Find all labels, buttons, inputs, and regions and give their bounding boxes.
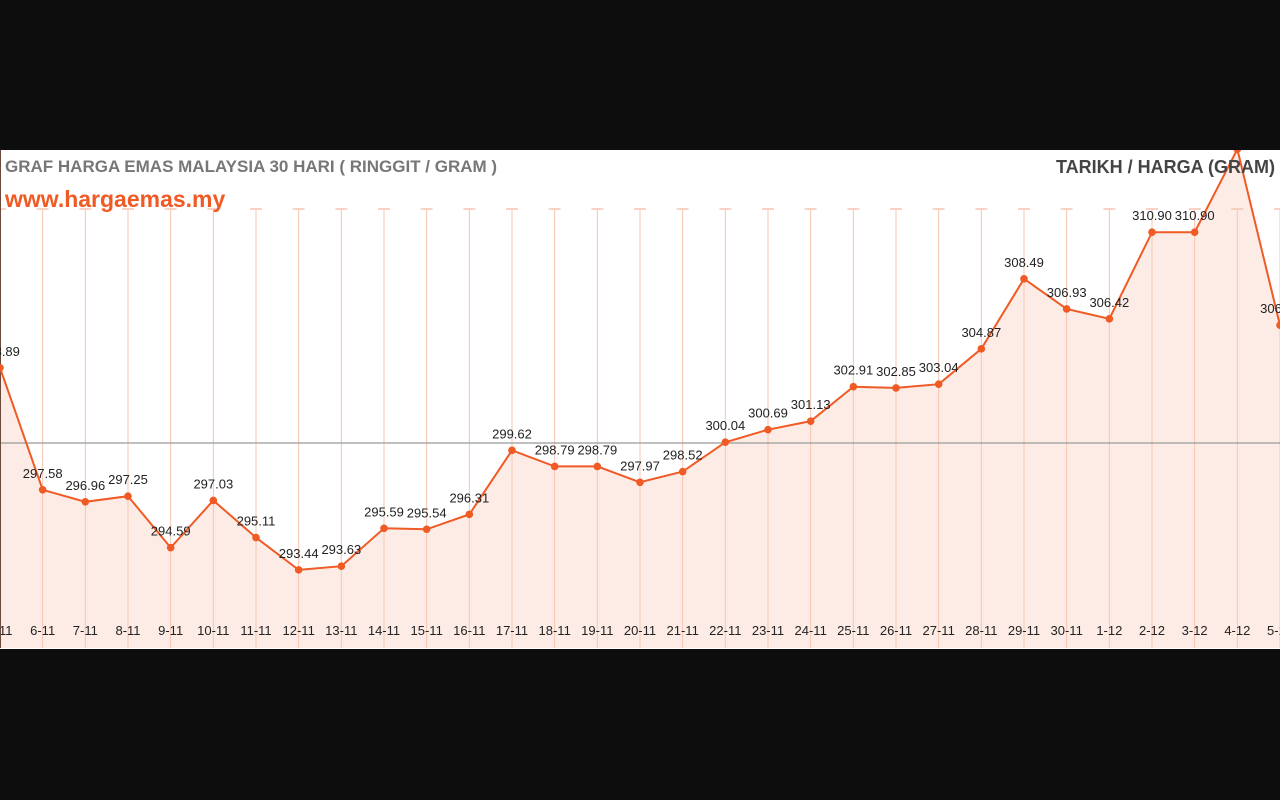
x-tick-label: 15-11 <box>411 623 443 638</box>
x-tick-label: 11-11 <box>240 623 271 638</box>
data-point <box>934 380 943 389</box>
data-label: 303.04 <box>919 360 959 375</box>
data-label: 297.97 <box>620 458 660 473</box>
data-label: 298.52 <box>663 448 703 463</box>
data-label: 294.59 <box>151 524 191 539</box>
data-point <box>1233 150 1242 154</box>
data-label: 308.49 <box>1004 255 1044 270</box>
data-point <box>508 446 516 455</box>
x-tick-label: 30-11 <box>1051 623 1083 638</box>
data-point <box>1105 315 1114 323</box>
x-tick-label: 27-11 <box>923 623 955 638</box>
site-link[interactable]: www.hargaemas.my <box>5 186 226 212</box>
data-point <box>252 533 260 542</box>
x-tick-label: 21-11 <box>667 623 699 638</box>
data-label: 310.90 <box>1175 208 1215 223</box>
data-label: 302.85 <box>876 364 916 379</box>
data-point <box>636 478 644 487</box>
data-point <box>806 417 815 425</box>
data-point <box>124 492 132 500</box>
data-point <box>81 497 90 506</box>
x-tick-label: 6-11 <box>30 623 55 638</box>
data-label: 297.25 <box>108 472 148 487</box>
data-label: 303.89 <box>0 344 20 359</box>
x-tick-label: 13-11 <box>325 623 357 638</box>
data-label: 301.13 <box>791 397 831 412</box>
legend-title: TARIKH / HARGA (GRAM) <box>1056 157 1275 177</box>
data-point <box>678 467 687 476</box>
data-label: 295.54 <box>407 505 447 520</box>
x-tick-label: 8-11 <box>115 623 140 638</box>
x-tick-label: 18-11 <box>539 623 571 638</box>
x-tick-label: 5-11 <box>0 623 13 638</box>
data-point <box>593 462 602 471</box>
chart-title: GRAF HARGA EMAS MALAYSIA 30 HARI ( RINGG… <box>5 157 498 176</box>
data-point <box>337 562 346 570</box>
data-point <box>849 382 858 391</box>
x-tick-label: 22-11 <box>709 623 741 638</box>
x-tick-label: 24-11 <box>795 623 827 638</box>
data-label: 310.90 <box>1132 208 1172 223</box>
data-point <box>380 524 388 533</box>
data-point <box>977 345 986 353</box>
x-tick-label: 20-11 <box>624 623 656 638</box>
data-label: 295.11 <box>237 514 276 529</box>
data-point <box>294 566 303 574</box>
x-tick-label: 12-11 <box>283 623 315 638</box>
data-point <box>1062 305 1071 313</box>
x-tick-label: 29-11 <box>1008 623 1040 638</box>
data-label: 298.79 <box>535 442 575 457</box>
x-tick-label: 25-11 <box>837 623 869 638</box>
chart-panel: 5-11 6-11 7-11 8-11 9-11 10-11 11-11 12-11 13-11… <box>0 150 1280 649</box>
data-point <box>0 363 4 372</box>
price-chart: 5-11 6-11 7-11 8-11 9-11 10-11 11-11 12-11 13-11… <box>0 150 1280 648</box>
data-label: 296.31 <box>449 490 489 505</box>
data-point <box>892 384 900 392</box>
x-tick-label: 14-11 <box>368 623 400 638</box>
data-label: 298.79 <box>577 442 617 457</box>
data-point <box>550 462 559 471</box>
data-label: 302.91 <box>833 363 873 378</box>
data-label: 293.63 <box>321 542 361 557</box>
data-label: 296.96 <box>65 478 105 493</box>
x-tick-label: 28-11 <box>965 623 997 638</box>
x-tick-label: 2-12 <box>1139 623 1165 638</box>
data-label: 297.03 <box>193 476 233 491</box>
data-label: 306.42 <box>1089 295 1129 310</box>
data-point <box>422 525 431 534</box>
data-point <box>166 543 175 552</box>
data-label: 300.04 <box>705 418 745 433</box>
data-point <box>209 496 218 505</box>
x-tick-label: 1-12 <box>1096 623 1122 638</box>
data-point <box>721 438 730 447</box>
x-tick-label: 16-11 <box>453 623 485 638</box>
x-tick-label: 23-11 <box>752 623 784 638</box>
data-label: 306.09 <box>1260 301 1280 316</box>
data-label: 304.87 <box>961 325 1001 340</box>
data-point <box>1190 228 1199 237</box>
x-tick-label: 4-12 <box>1224 623 1250 638</box>
data-point <box>465 510 474 519</box>
data-label: 295.59 <box>364 504 404 519</box>
data-point <box>1148 228 1156 237</box>
data-point <box>1020 275 1028 283</box>
data-label: 300.69 <box>748 406 788 421</box>
x-tick-label: 7-11 <box>73 623 98 638</box>
x-tick-label: 17-11 <box>496 623 528 638</box>
data-label: 297.58 <box>23 466 63 481</box>
data-label: 306.93 <box>1047 285 1087 300</box>
data-point <box>764 425 772 434</box>
data-label: 293.44 <box>279 546 319 561</box>
x-tick-label: 3-12 <box>1182 623 1208 638</box>
x-tick-label: 10-11 <box>197 623 229 638</box>
area-fill <box>0 150 1280 648</box>
x-tick-label: 5-12 <box>1267 623 1280 638</box>
x-tick-label: 26-11 <box>880 623 912 638</box>
x-tick-label: 19-11 <box>581 623 613 638</box>
data-point <box>38 486 47 494</box>
data-label: 299.62 <box>492 426 532 441</box>
x-tick-label: 9-11 <box>158 623 183 638</box>
data-point <box>1276 321 1280 330</box>
